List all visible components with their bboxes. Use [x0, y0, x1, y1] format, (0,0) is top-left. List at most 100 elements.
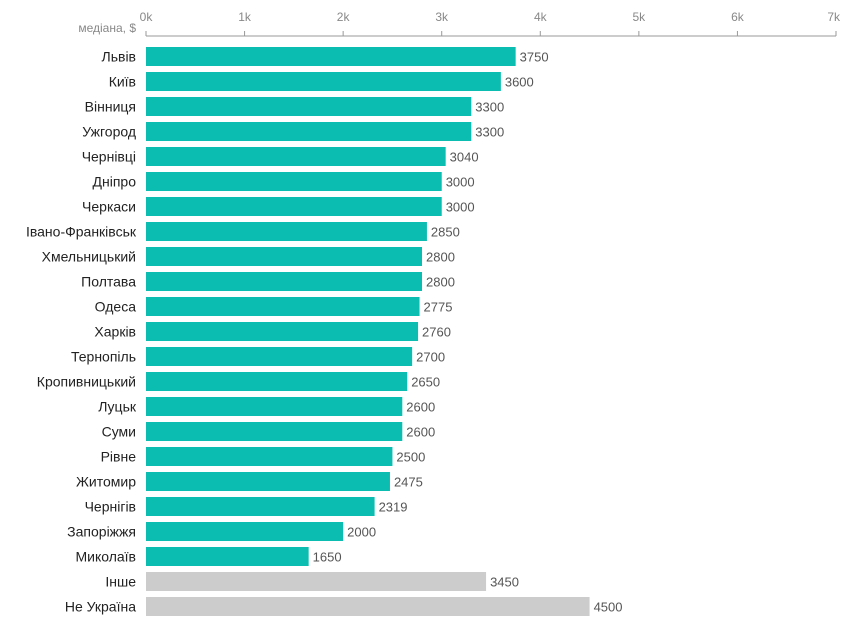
bar-row: Суми 2600	[102, 422, 435, 441]
value-label: 2760	[422, 325, 451, 340]
value-label: 2800	[426, 275, 455, 290]
bar-row: Чернігів 2319	[85, 497, 408, 516]
bar-row: Ужгород 3300	[82, 122, 504, 141]
category-label: Суми	[102, 424, 136, 440]
x-tick-label: 1k	[238, 10, 252, 24]
bar	[146, 172, 442, 191]
bar-row: Запоріжжя 2000	[67, 522, 376, 541]
category-label: Вінниця	[85, 99, 136, 115]
value-label: 4500	[594, 600, 623, 615]
bar-row: Кропивницький 2650	[37, 372, 440, 391]
bars: Львів 3750 Київ 3600 Вінниця 3300 Ужгород 3300 Ч…	[26, 47, 623, 616]
bar-row: Івано-Франківськ 2850	[26, 222, 460, 241]
category-label: Івано-Франківськ	[26, 224, 137, 240]
category-label: Хмельницький	[42, 249, 136, 265]
x-tick-label: 0k	[140, 10, 154, 24]
bar-row: Не Україна 4500	[65, 597, 623, 616]
bar-row: Хмельницький 2800	[42, 247, 455, 266]
value-label: 2319	[379, 500, 408, 515]
bar	[146, 47, 516, 66]
bar	[146, 72, 501, 91]
bar	[146, 197, 442, 216]
category-label: Тернопіль	[71, 349, 136, 365]
bar	[146, 572, 487, 591]
x-tick-label: 5k	[633, 10, 647, 24]
value-label: 2000	[347, 525, 376, 540]
bar-row: Рівне 2500	[101, 447, 425, 466]
bar-row: Полтава 2800	[81, 272, 455, 291]
value-label: 3450	[490, 575, 519, 590]
category-label: Інше	[105, 574, 136, 590]
bar	[146, 297, 420, 316]
bar-row: Тернопіль 2700	[71, 347, 445, 366]
value-label: 2775	[424, 300, 453, 315]
bar-row: Київ 3600	[109, 72, 534, 91]
category-label: Чернівці	[82, 149, 136, 165]
bar-row: Житомир 2475	[76, 472, 423, 491]
value-label: 2500	[396, 450, 425, 465]
bar	[146, 422, 403, 441]
x-tick-label: 4k	[534, 10, 548, 24]
category-label: Полтава	[81, 274, 136, 290]
bar-row: Харків 2760	[94, 322, 451, 341]
category-label: Київ	[109, 74, 136, 90]
bar	[146, 272, 422, 291]
value-label: 2600	[406, 425, 435, 440]
bar-row: Дніпро 3000	[93, 172, 475, 191]
value-label: 2700	[416, 350, 445, 365]
value-label: 2475	[394, 475, 423, 490]
category-label: Чернігів	[85, 499, 136, 515]
category-label: Луцьк	[98, 399, 137, 415]
axis-title: медіана, $	[78, 21, 136, 35]
bar	[146, 222, 427, 241]
value-label: 2600	[406, 400, 435, 415]
bar-row: Одеса 2775	[95, 297, 453, 316]
bar	[146, 472, 390, 491]
category-label: Миколаїв	[75, 549, 136, 565]
value-label: 2850	[431, 225, 460, 240]
category-label: Харків	[94, 324, 136, 340]
bar	[146, 597, 590, 616]
x-tick-label: 3k	[435, 10, 449, 24]
bar-row: Черкаси 3000	[82, 197, 475, 216]
value-label: 1650	[313, 550, 342, 565]
bar	[146, 447, 393, 466]
category-label: Ужгород	[82, 124, 136, 140]
bar-row: Луцьк 2600	[98, 397, 435, 416]
bar	[146, 247, 422, 266]
bar-row: Львів 3750	[102, 47, 549, 66]
category-label: Запоріжжя	[67, 524, 136, 540]
bar	[146, 97, 472, 116]
bar	[146, 147, 446, 166]
bar-row: Вінниця 3300	[85, 97, 504, 116]
bar	[146, 322, 419, 341]
bar-row: Інше 3450	[105, 572, 519, 591]
value-label: 3300	[475, 125, 504, 140]
category-label: Не Україна	[65, 599, 136, 615]
bar-row: Чернівці 3040	[82, 147, 479, 166]
value-label: 3040	[450, 150, 479, 165]
x-tick-label: 2k	[337, 10, 351, 24]
category-label: Кропивницький	[37, 374, 136, 390]
value-label: 2650	[411, 375, 440, 390]
x-axis: медіана, $ 0k 1k 2k 3k 4k 5k 6k 7k	[78, 10, 841, 37]
x-tick-label: 6k	[731, 10, 745, 24]
value-label: 3750	[520, 50, 549, 65]
value-label: 2800	[426, 250, 455, 265]
category-label: Дніпро	[93, 174, 137, 190]
category-label: Черкаси	[82, 199, 136, 215]
bar	[146, 397, 403, 416]
category-label: Рівне	[101, 449, 137, 465]
category-label: Одеса	[95, 299, 137, 315]
bar	[146, 522, 344, 541]
category-label: Житомир	[76, 474, 136, 490]
x-tick-label: 7k	[827, 10, 841, 24]
bar	[146, 122, 472, 141]
bar	[146, 347, 413, 366]
value-label: 3300	[475, 100, 504, 115]
category-label: Львів	[102, 49, 136, 65]
bar	[146, 547, 309, 566]
value-label: 3000	[446, 200, 475, 215]
value-label: 3600	[505, 75, 534, 90]
